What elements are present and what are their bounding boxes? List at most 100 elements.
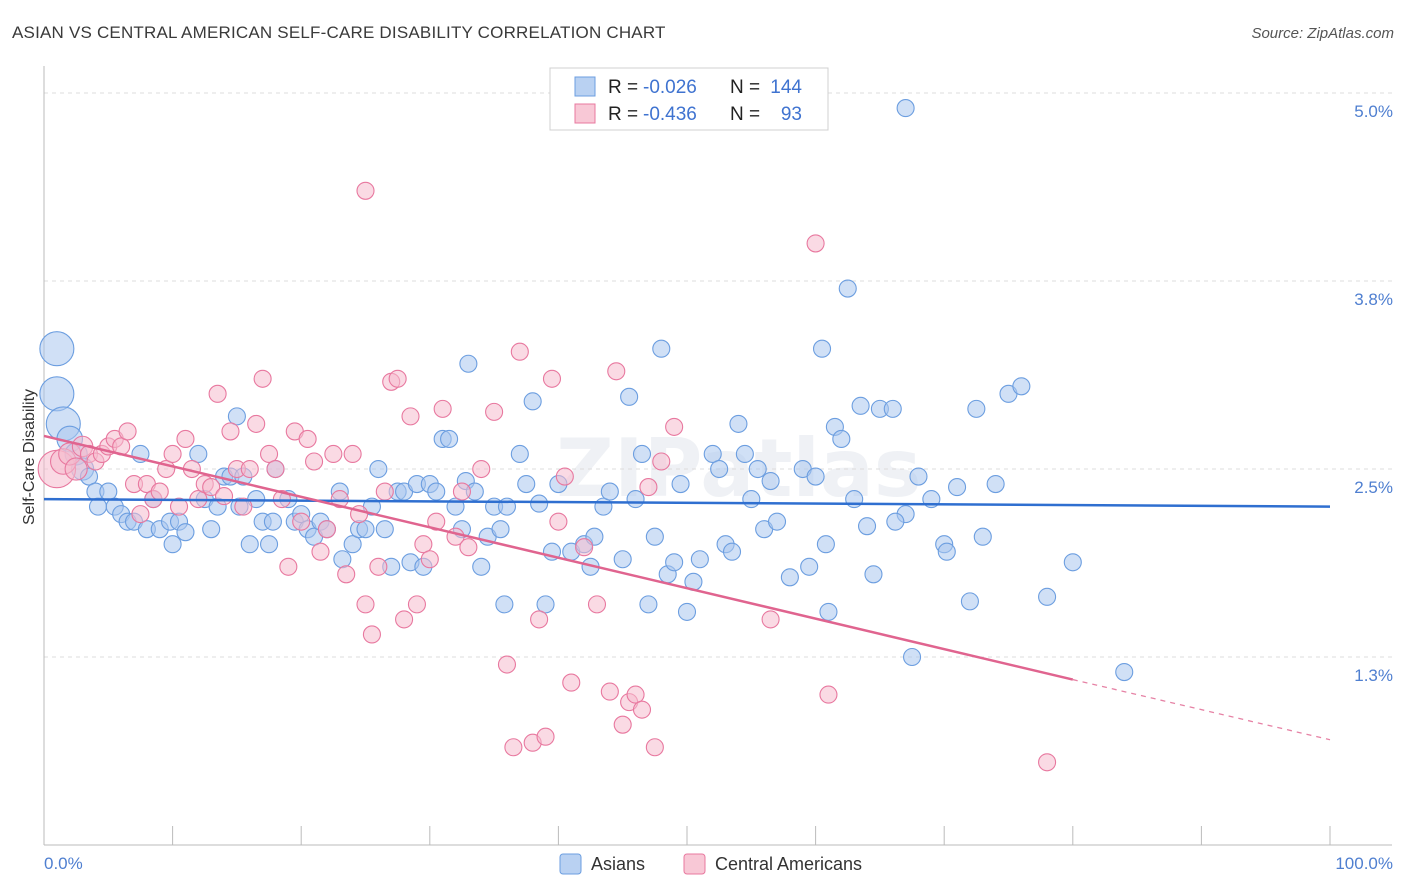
asian-point (632, 444, 652, 464)
asian-point (838, 279, 857, 298)
asian-point (202, 520, 221, 539)
asian-point (440, 429, 459, 448)
legend-r-label-central-americans: R = (608, 104, 638, 125)
legend-r-value-central-americans: -0.436 (643, 104, 697, 125)
asian-point (99, 482, 118, 501)
asian-point (639, 595, 658, 614)
asian-point (767, 512, 787, 531)
asian-point (510, 444, 529, 464)
series-asians (39, 99, 1134, 682)
asian-point (369, 459, 388, 479)
central-american-point (542, 369, 562, 388)
central-american-point (575, 538, 594, 557)
asian-point (1063, 553, 1082, 572)
central-american-point (665, 417, 684, 436)
asian-point (1115, 662, 1134, 682)
asian-point (819, 602, 838, 621)
central-american-point (369, 557, 388, 576)
y-axis-label: Self-Care Disability (21, 389, 38, 525)
asian-point (800, 557, 819, 576)
central-american-point (639, 478, 658, 497)
central-american-point (305, 452, 324, 471)
chart-title: ASIAN VS CENTRAL AMERICAN SELF-CARE DISA… (12, 23, 666, 42)
asian-point (735, 444, 754, 464)
central-american-point (407, 595, 426, 614)
asian-point (459, 354, 478, 373)
asian-point (375, 520, 394, 539)
y-tick-label: 3.8% (1354, 290, 1393, 309)
central-american-point (530, 610, 549, 629)
asian-point (259, 535, 279, 554)
central-american-point (259, 444, 279, 464)
central-american-point (632, 700, 652, 719)
asian-point (613, 550, 632, 569)
central-american-point (510, 342, 529, 361)
tick-labels: 1.3% 2.5% 3.8% 5.0% 0.0% 100.0% (44, 102, 1393, 873)
central-american-point (272, 490, 291, 509)
asian-point (883, 399, 902, 418)
asian-point (937, 542, 956, 561)
central-american-point (652, 452, 671, 471)
asian-point (896, 99, 915, 118)
asian-point (722, 542, 742, 561)
watermark-text: ZIPatlas (556, 422, 922, 515)
central-american-point (536, 727, 555, 746)
asian-point (39, 376, 75, 412)
central-american-point (221, 422, 240, 441)
central-american-point (240, 459, 259, 479)
legend-n-label-asians: N = (730, 77, 760, 98)
central-american-point (330, 490, 349, 509)
chart-source: Source: ZipAtlas.com (1251, 25, 1394, 42)
legend-swatch-asians (574, 76, 596, 97)
central-american-point (761, 610, 780, 629)
central-american-point (266, 459, 285, 479)
asian-point (626, 490, 645, 509)
central-american-point (362, 625, 381, 644)
series-legend-label-central-americans: Central Americans (715, 854, 862, 874)
central-american-point (433, 399, 452, 418)
trend-line-central-americans (43, 434, 1074, 681)
asian-point (343, 535, 362, 554)
y-tick-label: 1.3% (1354, 666, 1393, 685)
central-american-point (819, 685, 838, 704)
asian-point (536, 595, 555, 614)
asian-point (748, 459, 767, 479)
central-american-point (356, 181, 375, 200)
asian-point (491, 520, 510, 539)
central-american-point (356, 595, 375, 614)
asian-point (39, 331, 75, 367)
asian-point (780, 568, 799, 587)
asian-point (652, 339, 671, 358)
central-american-point (202, 478, 221, 497)
central-american-point (414, 535, 433, 554)
central-american-point (395, 610, 414, 629)
stats-legend-box (549, 67, 829, 131)
asian-point (832, 429, 851, 448)
central-american-point (459, 538, 478, 557)
central-american-point (247, 414, 266, 433)
asian-point (665, 553, 684, 572)
central-american-point (317, 520, 336, 539)
asian-point (816, 535, 835, 554)
asian-point (240, 535, 259, 554)
central-american-point (613, 715, 632, 734)
central-american-point (607, 362, 626, 381)
central-american-point (337, 565, 356, 584)
asian-point (227, 407, 246, 426)
asian-point (620, 387, 639, 406)
asian-point (333, 550, 352, 569)
central-american-point (806, 234, 825, 253)
asian-point (517, 475, 536, 494)
central-american-point (279, 557, 298, 576)
central-american-point (64, 457, 88, 481)
asian-point (600, 482, 619, 501)
series-legend-swatch-asians (559, 853, 582, 875)
asian-point (864, 565, 883, 584)
central-american-point (626, 685, 645, 704)
series-legend-label-asians: Asians (591, 854, 645, 874)
central-american-point (452, 482, 472, 501)
asian-point (729, 414, 748, 433)
asian-point (677, 602, 697, 621)
legend-n-label-central-americans: N = (730, 104, 760, 125)
